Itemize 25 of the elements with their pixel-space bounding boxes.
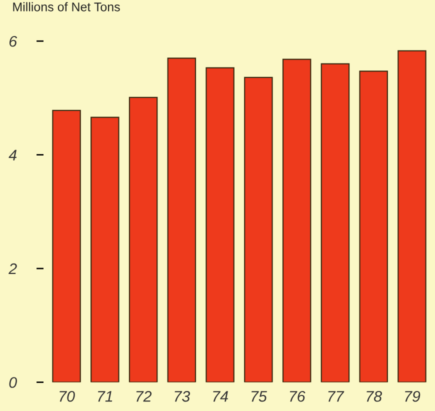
y-axis-title: Millions of Net Tons <box>13 2 120 12</box>
bar <box>167 58 196 382</box>
bar <box>359 70 388 382</box>
bar <box>244 76 273 382</box>
bar <box>206 67 234 382</box>
y-tick-label: 0 <box>9 377 17 388</box>
y-tick-label: 2 <box>8 263 17 274</box>
x-tick-label: 72 <box>136 390 152 402</box>
bar <box>282 58 312 382</box>
bar <box>52 110 81 382</box>
x-tick-label: 77 <box>328 391 344 402</box>
x-tick-label: 75 <box>252 391 267 402</box>
x-tick-label: 76 <box>290 390 306 402</box>
x-tick-label: 74 <box>213 391 228 402</box>
x-tick-label: 78 <box>366 390 382 402</box>
bar <box>398 50 426 382</box>
bar <box>90 116 120 382</box>
bar <box>128 96 158 382</box>
x-tick-label: 71 <box>98 391 112 402</box>
y-tick-label: 4 <box>8 150 17 160</box>
x-tick-label: 79 <box>405 390 420 402</box>
x-tick-label: 70 <box>60 390 75 402</box>
y-tick-label: 6 <box>9 36 18 47</box>
x-tick-label: 73 <box>174 390 190 402</box>
bar <box>320 63 350 382</box>
